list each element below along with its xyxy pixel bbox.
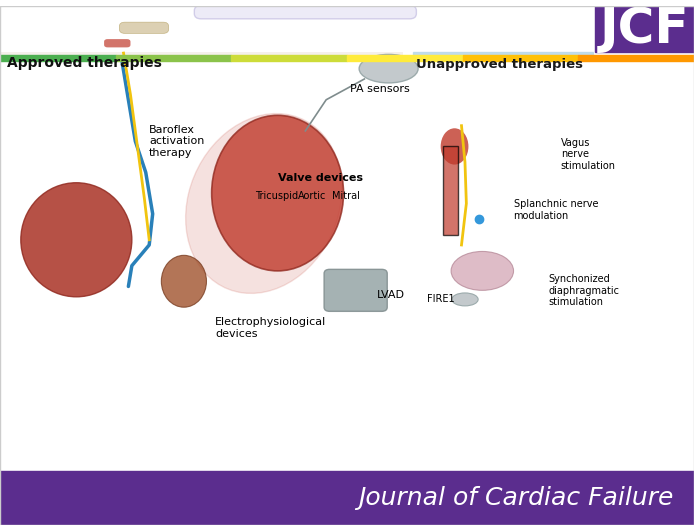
Bar xyxy=(231,55,347,61)
FancyBboxPatch shape xyxy=(443,146,458,235)
Text: Baroflex
activation
therapy: Baroflex activation therapy xyxy=(149,124,204,158)
Bar xyxy=(0,6,694,470)
Text: Vagus
nerve
stimulation: Vagus nerve stimulation xyxy=(561,138,616,171)
Text: JCF: JCF xyxy=(599,5,689,53)
Ellipse shape xyxy=(211,116,344,271)
Text: PA sensors: PA sensors xyxy=(351,85,410,94)
Text: Approved therapies: Approved therapies xyxy=(7,56,162,70)
Bar xyxy=(116,55,231,61)
Bar xyxy=(595,6,694,51)
Bar xyxy=(578,55,694,61)
Ellipse shape xyxy=(161,255,206,307)
Text: FIRE1: FIRE1 xyxy=(427,295,454,304)
Ellipse shape xyxy=(359,55,418,83)
Ellipse shape xyxy=(451,251,514,290)
Text: LVAD: LVAD xyxy=(377,290,405,300)
Bar xyxy=(413,52,594,55)
Bar xyxy=(463,55,578,61)
FancyBboxPatch shape xyxy=(120,22,169,34)
Text: Splanchnic nerve
modulation: Splanchnic nerve modulation xyxy=(514,200,598,221)
FancyBboxPatch shape xyxy=(104,39,130,47)
FancyBboxPatch shape xyxy=(195,5,416,19)
Ellipse shape xyxy=(186,113,342,293)
Ellipse shape xyxy=(441,128,468,164)
Text: Tricuspid: Tricuspid xyxy=(256,191,298,201)
Bar xyxy=(347,55,463,61)
Bar xyxy=(0,55,116,61)
Text: Mitral: Mitral xyxy=(332,191,360,201)
Text: Unapproved therapies: Unapproved therapies xyxy=(416,58,583,71)
FancyBboxPatch shape xyxy=(324,269,387,311)
Bar xyxy=(0,470,694,525)
Text: Electrophysiological
devices: Electrophysiological devices xyxy=(215,317,326,339)
Ellipse shape xyxy=(452,293,478,306)
Ellipse shape xyxy=(21,183,132,297)
FancyBboxPatch shape xyxy=(0,51,402,55)
Text: Synchonized
diaphragmatic
stimulation: Synchonized diaphragmatic stimulation xyxy=(548,274,620,307)
Text: Aortic: Aortic xyxy=(298,191,327,201)
Text: Valve devices: Valve devices xyxy=(278,173,363,183)
Text: Journal of Cardiac Failure: Journal of Cardiac Failure xyxy=(358,486,673,510)
